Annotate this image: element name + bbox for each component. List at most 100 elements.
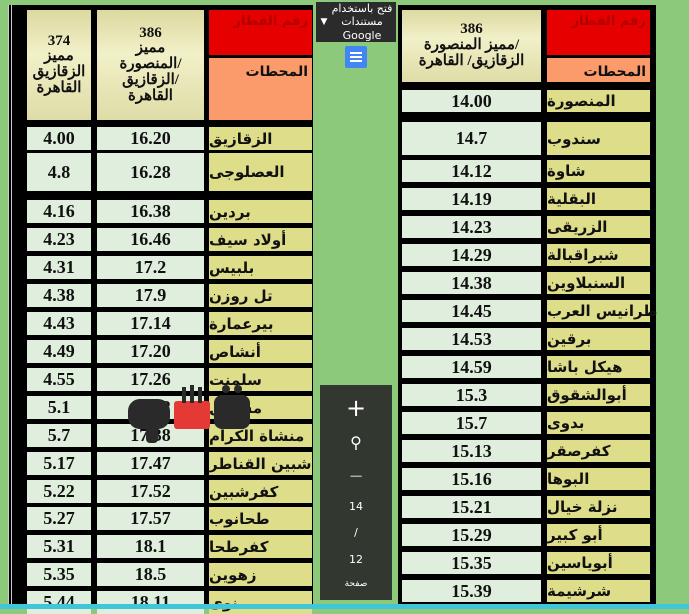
station-name: كفرشبين	[209, 480, 312, 503]
train-386-time: 15.35	[402, 552, 541, 574]
train-374-time: 4.43	[27, 312, 91, 335]
google-docs-icon[interactable]	[345, 46, 367, 68]
train-374-header: 374 مميز الزقازيق القاهرة	[27, 10, 91, 120]
header-line: 386	[460, 21, 483, 38]
station-name: أبوالشقوق	[547, 384, 650, 406]
header-line: المنصورة/	[119, 56, 182, 73]
train-386-time: 14.23	[402, 216, 541, 238]
dropdown-arrow-icon[interactable]: ▼	[320, 17, 328, 27]
train-374-time: 4.31	[27, 256, 91, 279]
right-schedule-table: رقم القطار المحطات 386 مميز المنصورة/الزقاز…	[398, 5, 658, 609]
station-name: كفرصقر	[547, 440, 650, 462]
train-374-time: 4.38	[27, 284, 91, 307]
train-386-time: 17.14	[97, 312, 204, 335]
train-386-time: 15.7	[402, 412, 541, 434]
station-name: البقلية	[547, 188, 650, 210]
station-name: بدوى	[547, 412, 650, 434]
train-386-time: 14.45	[402, 300, 541, 322]
train-374-time: 4.16	[27, 200, 91, 223]
train-386-time: 17.2	[97, 256, 204, 279]
train-386-time: 18.5	[97, 563, 204, 586]
train-374-time: 5.31	[27, 535, 91, 558]
header-line: الزقازيق	[32, 64, 86, 80]
station-name: أنشاص	[209, 340, 312, 363]
train-386-time: 16.20	[97, 127, 204, 150]
train-374-time: 4.23	[27, 228, 91, 251]
header-line: 374	[47, 32, 71, 49]
stations-header: المحطات	[209, 58, 312, 120]
station-name: السنبلاوين	[547, 272, 650, 294]
train-386-header: 386 مميز المنصورة/الزقازيق/ القاهرة	[402, 10, 541, 82]
zoom-out-button[interactable]: −	[348, 465, 364, 487]
header-line: مميز	[135, 40, 166, 57]
search-zoom-icon[interactable]: ⚲	[350, 433, 362, 453]
open-with-label[interactable]: فتح باستخدام مستندات Google	[331, 2, 393, 42]
station-name: بيرعمارة	[209, 312, 312, 335]
train-number-header: رقم القطار	[209, 10, 312, 55]
train-386-time: 17.20	[97, 340, 204, 363]
bottom-border	[0, 604, 689, 609]
station-name: شبين القناطر	[209, 452, 312, 475]
page-separator: /	[354, 526, 358, 540]
station-name: طرانيس العرب	[547, 300, 658, 322]
station-name: العصلوجى	[209, 153, 312, 191]
train-386-time: 14.29	[402, 244, 541, 266]
train-386-time: 17.52	[97, 480, 204, 503]
header-line: 386	[139, 24, 162, 41]
zoom-in-button[interactable]: +	[345, 393, 367, 422]
train-386-time: 14.00	[402, 90, 541, 112]
train-374-time: 4.49	[27, 340, 91, 363]
station-name: نزلة خيال	[547, 496, 650, 518]
train-386-time: 15.39	[402, 580, 541, 602]
train-386-header: 386 مميز المنصورة/الزقازيق/القاهرة	[97, 10, 204, 120]
train-386-time: 14.19	[402, 188, 541, 210]
train-374-time: 5.44	[27, 591, 91, 614]
station-name: بلبيس	[209, 256, 312, 279]
station-name: نوى	[209, 591, 312, 614]
station-name: سلمنت	[209, 368, 312, 391]
train-386-time: 16.38	[97, 200, 204, 223]
station-name: شبراقبالة	[547, 244, 650, 266]
left-schedule-table: رقم القطار المحطات 386 مميز المنصورة/الزقازي…	[8, 5, 313, 614]
train-386-time: 14.12	[402, 160, 541, 182]
train-374-time: 4.00	[27, 127, 91, 150]
train-386-time: 14.59	[402, 356, 541, 378]
train-386-time: 16.46	[97, 228, 204, 251]
train-386-time: 15.16	[402, 468, 541, 490]
train-386-time: 18.11	[97, 591, 204, 614]
open-with-google-docs-bar[interactable]: ▼ فتح باستخدام مستندات Google	[316, 2, 396, 42]
total-pages: 14	[349, 499, 363, 513]
train-374-time: 5.7	[27, 424, 91, 447]
train-386-time: 15.13	[402, 440, 541, 462]
station-name: أبوياسين	[547, 552, 650, 574]
station-name: سندوب	[547, 122, 650, 155]
train-386-time: 14.7	[402, 122, 541, 155]
station-name: بردين	[209, 200, 312, 223]
station-name: أبو كبير	[547, 524, 650, 546]
train-374-time: 5.17	[27, 452, 91, 475]
train-386-time: 17.47	[97, 452, 204, 475]
station-name: الزقازيق	[209, 127, 312, 150]
train-386-time: 15.21	[402, 496, 541, 518]
current-page[interactable]: 12	[349, 552, 363, 566]
station-name: زهوين	[209, 563, 312, 586]
viewer-toolbar: + ⚲ − 14 / 12 صفحة	[320, 385, 392, 600]
station-name: الزريقى	[547, 216, 650, 238]
station-name: طحانوب	[209, 507, 312, 530]
header-line: القاهرة	[36, 79, 82, 96]
header-line: الزقازيق/ القاهرة	[418, 52, 525, 69]
train-374-time: 4.55	[27, 368, 91, 391]
watermark-logo	[128, 385, 250, 443]
train-386-time: 18.1	[97, 535, 204, 558]
train-386-time: 14.53	[402, 328, 541, 350]
train-374-time: 5.22	[27, 480, 91, 503]
train-386-time: 14.38	[402, 272, 541, 294]
train-386-time: 16.28	[97, 153, 204, 191]
station-name: أولاد سيف	[209, 228, 312, 251]
station-name: المنصورة	[547, 90, 650, 112]
station-name: شاوة	[547, 160, 650, 182]
station-name: برقين	[547, 328, 650, 350]
station-name: البوها	[547, 468, 650, 490]
train-374-time: 5.27	[27, 507, 91, 530]
train-386-time: 17.9	[97, 284, 204, 307]
